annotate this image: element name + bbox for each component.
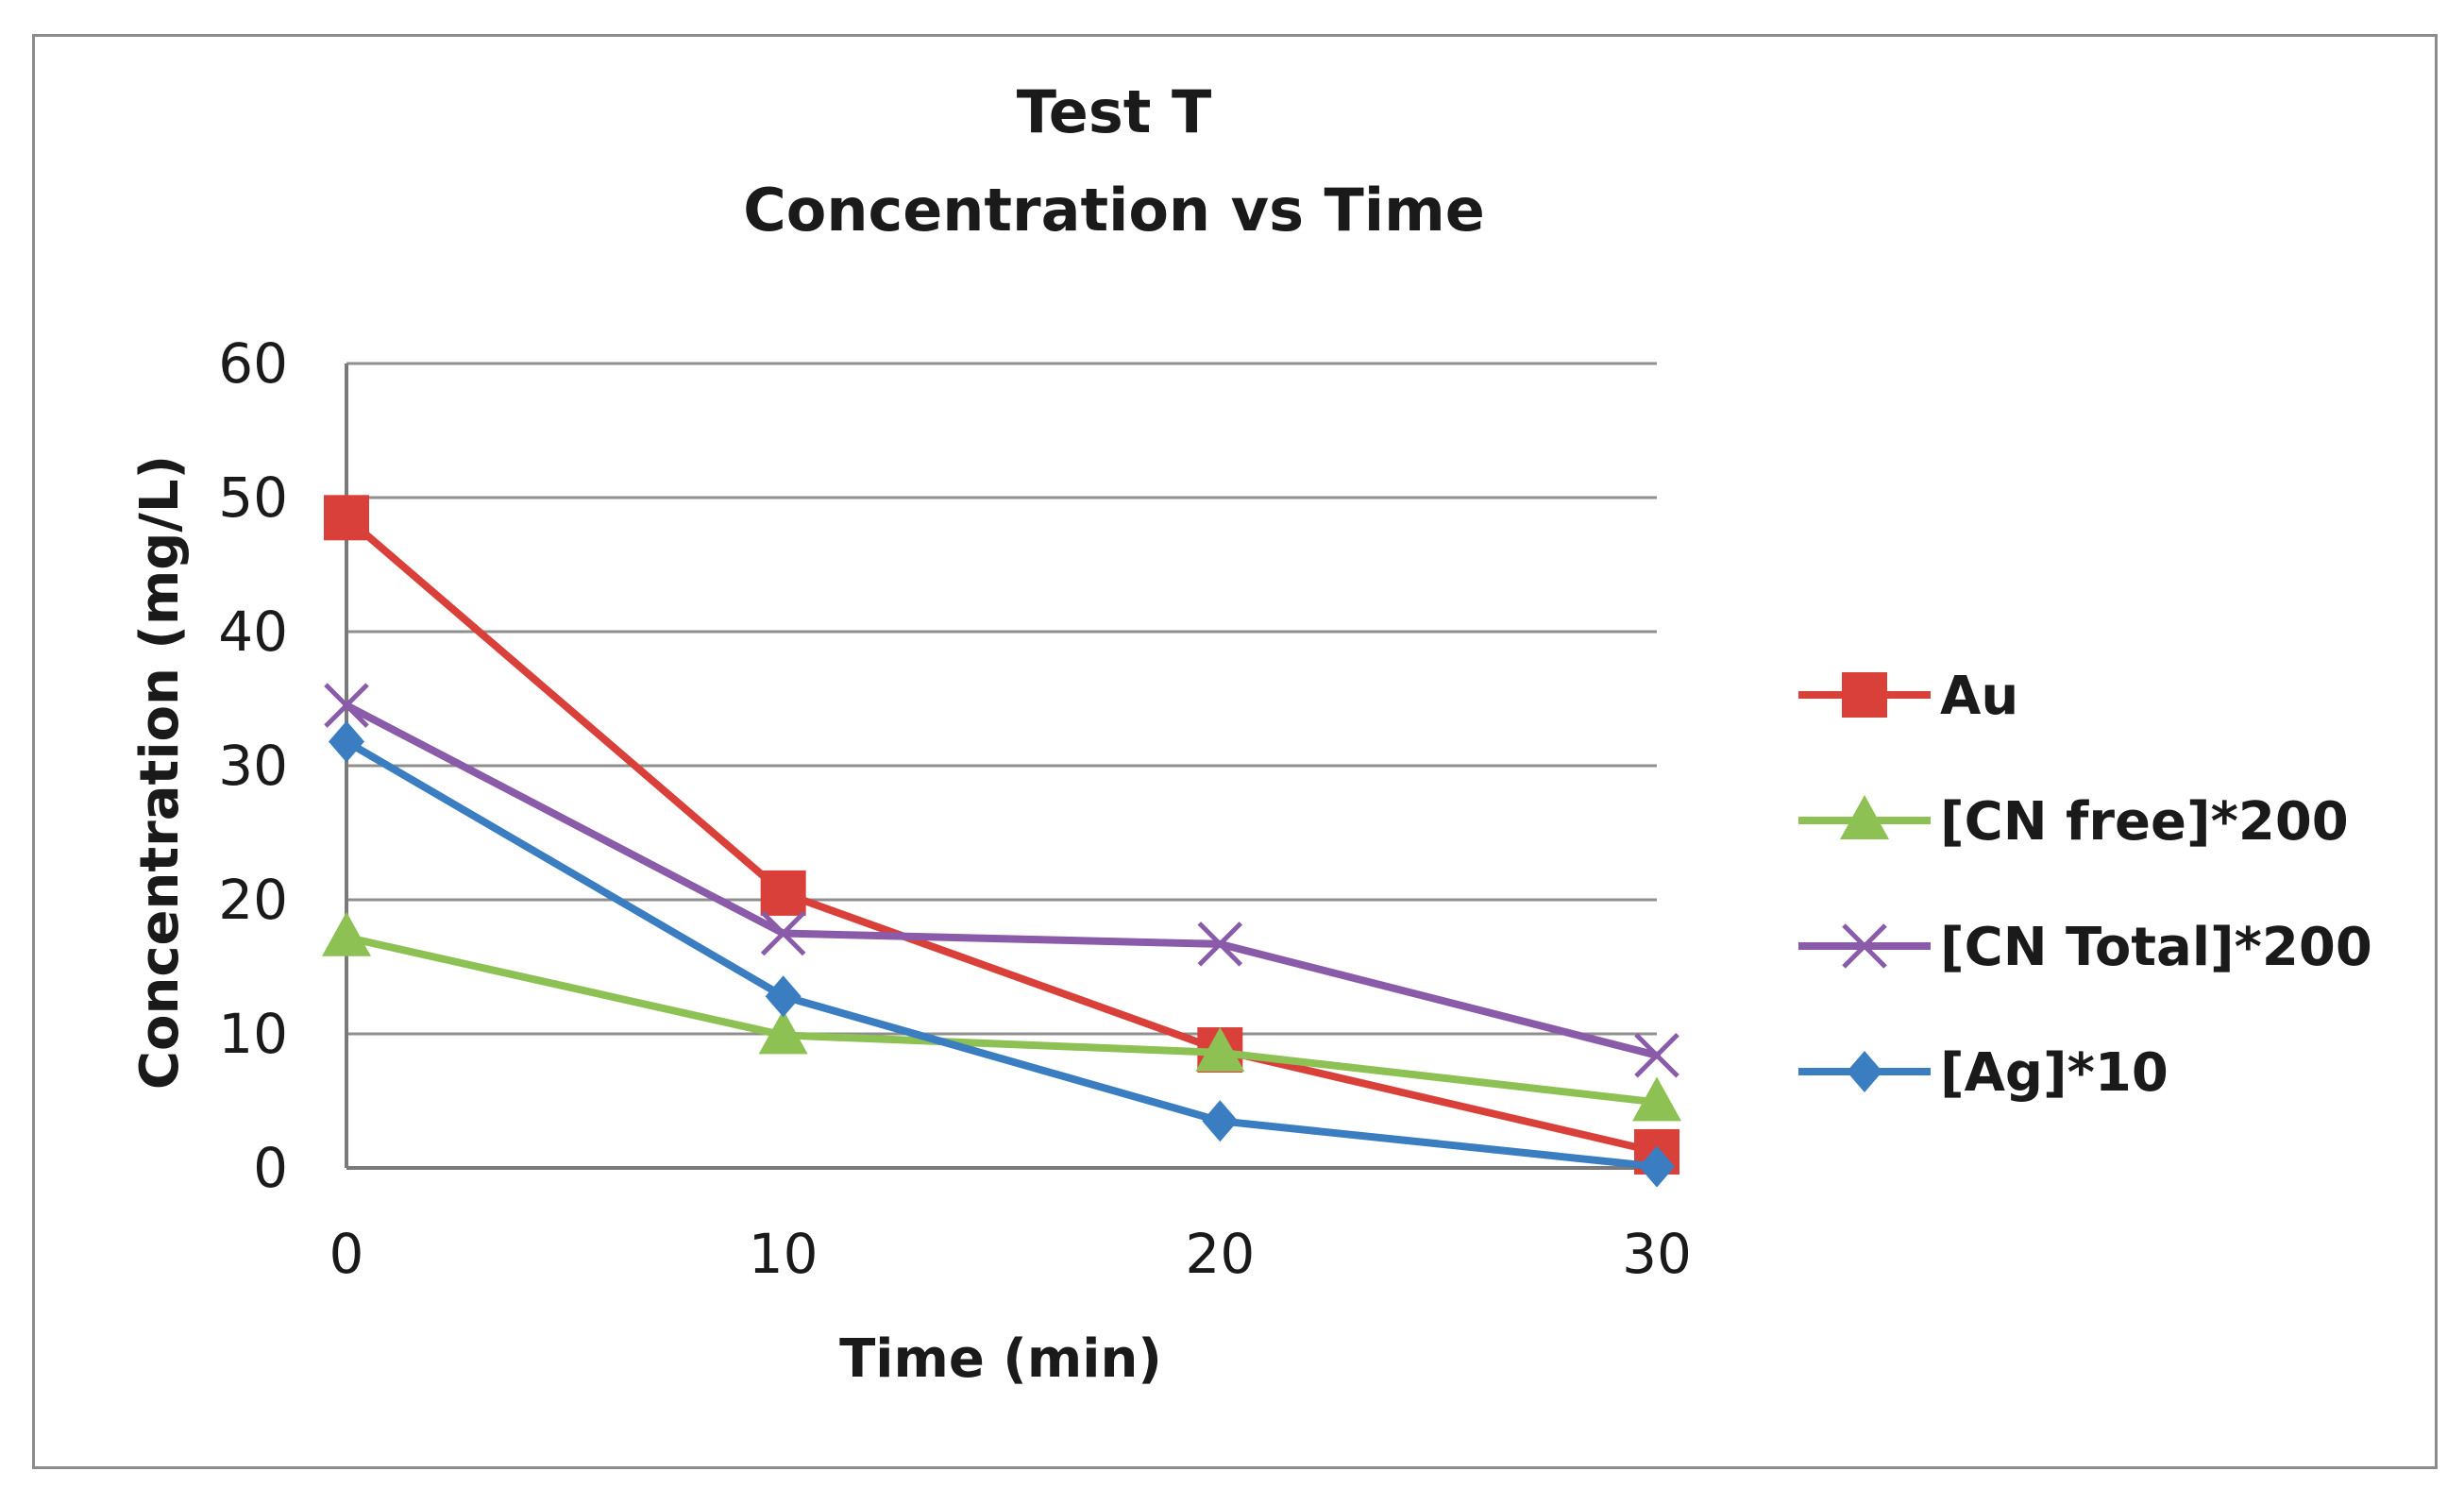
- data-point-2-1: [760, 910, 806, 956]
- y-tick-label-30: 30: [218, 734, 288, 798]
- x-axis-title: Time (min): [839, 1328, 1162, 1390]
- data-point-0-0: [324, 495, 369, 541]
- x-tick-label-30: 30: [1622, 1222, 1692, 1286]
- x-tick-label-20: 20: [1185, 1222, 1255, 1286]
- legend-marker-2: [1842, 923, 1887, 969]
- y-tick-label-10: 10: [218, 1002, 288, 1066]
- chart-title-line-2: Concentration vs Time: [743, 176, 1485, 245]
- data-point-3-0: [329, 720, 364, 763]
- series-1: [322, 911, 1681, 1122]
- series-lines: [322, 495, 1681, 1188]
- data-point-1-0: [322, 911, 371, 956]
- gridlines: [345, 362, 1657, 1170]
- legend-label-2: [CN Total]*200: [1940, 917, 2372, 978]
- data-point-1-1: [758, 1009, 808, 1055]
- series-3: [329, 720, 1675, 1188]
- legend-label-3: [Ag]*10: [1940, 1042, 2169, 1104]
- y-tick-label-50: 50: [218, 465, 288, 530]
- legend: Au [CN free]*200 [CN Total]*200 [Ag]*10: [1798, 666, 2372, 1104]
- data-point-1-2: [1195, 1026, 1245, 1072]
- data-point-2-2: [1197, 922, 1243, 967]
- x-axis-ticks: 0 10 20 30: [329, 1222, 1692, 1286]
- legend-entry-1: [CN free]*200: [1798, 791, 2349, 853]
- y-tick-label-0: 0: [253, 1136, 288, 1200]
- data-point-2-3: [1634, 1032, 1679, 1078]
- legend-marker-3: [1847, 1051, 1882, 1092]
- y-axis-title: Concentration (mg/L): [129, 455, 191, 1090]
- data-point-0-1: [760, 870, 806, 916]
- x-tick-label-10: 10: [749, 1222, 819, 1286]
- chart-title-line-1: Test T: [1017, 77, 1212, 146]
- data-point-3-1: [765, 975, 802, 1018]
- series-line-2: [343, 702, 1661, 1059]
- series-line-1: [343, 933, 1661, 1107]
- legend-entry-0: Au: [1798, 666, 2018, 727]
- y-tick-label-60: 60: [218, 331, 288, 396]
- x-tick-label-0: 0: [329, 1222, 364, 1286]
- data-point-1-3: [1632, 1076, 1681, 1122]
- y-tick-label-40: 40: [218, 600, 288, 664]
- data-point-3-3: [1639, 1145, 1675, 1188]
- series-line-0: [343, 514, 1661, 1156]
- legend-marker-1: [1840, 795, 1889, 839]
- series-line-3: [343, 737, 1661, 1171]
- y-tick-label-20: 20: [218, 868, 288, 932]
- series-0: [324, 495, 1679, 1175]
- data-point-3-2: [1202, 1100, 1239, 1142]
- data-point-2-0: [324, 683, 369, 728]
- legend-entry-3: [Ag]*10: [1798, 1042, 2169, 1104]
- legend-label-1: [CN free]*200: [1940, 791, 2349, 853]
- legend-label-0: Au: [1940, 666, 2018, 727]
- legend-entry-2: [CN Total]*200: [1798, 917, 2372, 978]
- series-2: [324, 683, 1679, 1078]
- legend-marker-0: [1842, 672, 1887, 718]
- y-axis-ticks: 0 10 20 30 40 50 60: [218, 331, 288, 1200]
